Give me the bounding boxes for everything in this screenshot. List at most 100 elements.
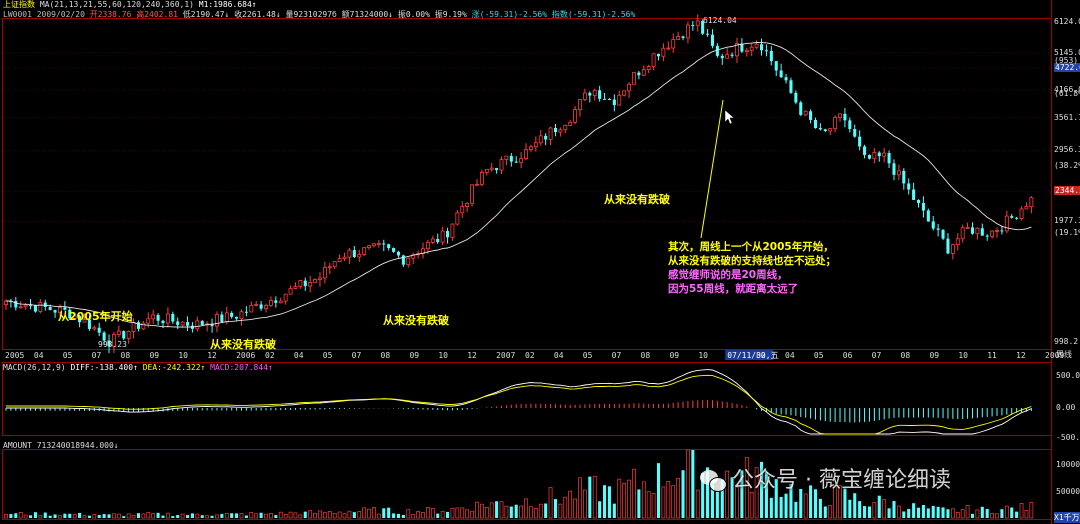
- candle-body: [568, 121, 573, 126]
- amount-bar: [48, 515, 52, 518]
- amount-bar: [283, 513, 288, 519]
- amount-bar: [691, 450, 695, 518]
- amount-bar: [912, 503, 916, 518]
- x-tick-label: 02: [265, 351, 275, 360]
- amount-tick-label: 50000: [1056, 487, 1080, 496]
- candle-body: [558, 129, 563, 133]
- candle-body: [446, 231, 450, 238]
- candle-body: [641, 69, 646, 76]
- candle-body: [82, 319, 87, 323]
- candle-body: [985, 235, 989, 237]
- candle-body: [475, 183, 479, 186]
- candle-body: [1010, 216, 1014, 218]
- candle-body: [1019, 208, 1024, 219]
- amount-bar: [337, 511, 342, 519]
- amount-bar: [126, 513, 131, 519]
- candle-body: [499, 159, 504, 171]
- amount-bar: [136, 513, 140, 518]
- amount-bar: [239, 512, 244, 519]
- candle-body: [303, 280, 307, 287]
- candle-body: [288, 288, 293, 295]
- candle-body: [72, 315, 77, 319]
- candle-body: [607, 99, 611, 101]
- x-tick-label: 02: [525, 351, 535, 360]
- x-tick-label: 2005: [5, 351, 24, 360]
- amount-bar: [1010, 507, 1014, 518]
- candle-body: [249, 304, 254, 313]
- amount-bar: [259, 512, 263, 518]
- amount-bar: [161, 515, 165, 518]
- candle-body: [195, 320, 200, 330]
- candle-body: [769, 50, 773, 62]
- amount-bar: [421, 512, 425, 519]
- amount-bar: [1029, 502, 1034, 519]
- candle-body: [264, 304, 268, 310]
- amount-bar: [627, 479, 631, 519]
- macd-histogram: [5, 400, 1032, 423]
- amount-bar: [235, 513, 239, 518]
- amount-bar: [308, 510, 313, 519]
- candle-body: [582, 92, 587, 100]
- amount-bar: [107, 514, 111, 518]
- amount-bar: [706, 467, 710, 518]
- candle-body: [107, 340, 111, 347]
- amount-bar: [352, 512, 356, 518]
- candle-body: [848, 120, 852, 129]
- candle-body: [176, 321, 180, 326]
- amount-bar: [622, 483, 627, 519]
- amount-bar: [902, 511, 906, 518]
- x-tick-label: 04: [34, 351, 44, 360]
- candle-body: [230, 312, 234, 317]
- amount-bar: [215, 514, 219, 519]
- candle-body: [87, 319, 91, 329]
- candle-body: [126, 331, 131, 339]
- candle-body: [931, 221, 935, 229]
- x-tick-label: 08: [901, 351, 911, 360]
- amount-bar: [249, 511, 254, 519]
- candle-body: [436, 238, 440, 243]
- amount-bar: [166, 512, 170, 519]
- candle-body: [524, 149, 528, 160]
- candle-body: [387, 244, 391, 249]
- candle-body: [784, 77, 788, 81]
- candle-body: [592, 89, 597, 96]
- candle-body: [533, 142, 538, 148]
- candle-body: [578, 99, 582, 110]
- candle-body: [990, 230, 995, 237]
- amount-bar: [224, 512, 229, 519]
- amount-bar: [18, 511, 23, 519]
- x-tick-label: 12: [207, 351, 217, 360]
- amount-bar: [965, 505, 970, 519]
- candle-body: [916, 199, 921, 204]
- x-tick-label: 04: [785, 351, 795, 360]
- price-tick-label: 3561.1: [1054, 112, 1080, 122]
- amount-bar: [695, 489, 700, 519]
- amount-bar: [28, 515, 33, 518]
- amount-bar: [641, 481, 646, 519]
- candle-body: [23, 304, 28, 308]
- candle-body: [224, 312, 229, 323]
- candle-body: [509, 156, 513, 162]
- candle-body: [706, 33, 710, 35]
- amount-bar: [735, 486, 739, 519]
- x-tick-label: 2006: [236, 351, 255, 360]
- amount-bar: [1000, 509, 1004, 518]
- amount-bar: [460, 507, 465, 519]
- amount-bar: [794, 501, 798, 518]
- candle-body: [936, 228, 940, 230]
- price-gridlines: [3, 21, 1051, 343]
- candle-body: [141, 322, 146, 330]
- amount-bar: [529, 506, 533, 519]
- amount-bar: [382, 508, 386, 518]
- amount-bar: [313, 512, 317, 519]
- amount-bar: [323, 512, 327, 519]
- candle-body: [799, 102, 803, 115]
- candle-body: [161, 320, 165, 324]
- x-tick-label: 07: [612, 351, 622, 360]
- candle-body: [14, 301, 18, 308]
- candle-body: [68, 309, 72, 319]
- candle-body: [239, 311, 244, 320]
- quote-field: 2009/02/20: [36, 10, 90, 19]
- amount-unit: X1千万: [1054, 512, 1080, 523]
- candle-body: [695, 20, 700, 26]
